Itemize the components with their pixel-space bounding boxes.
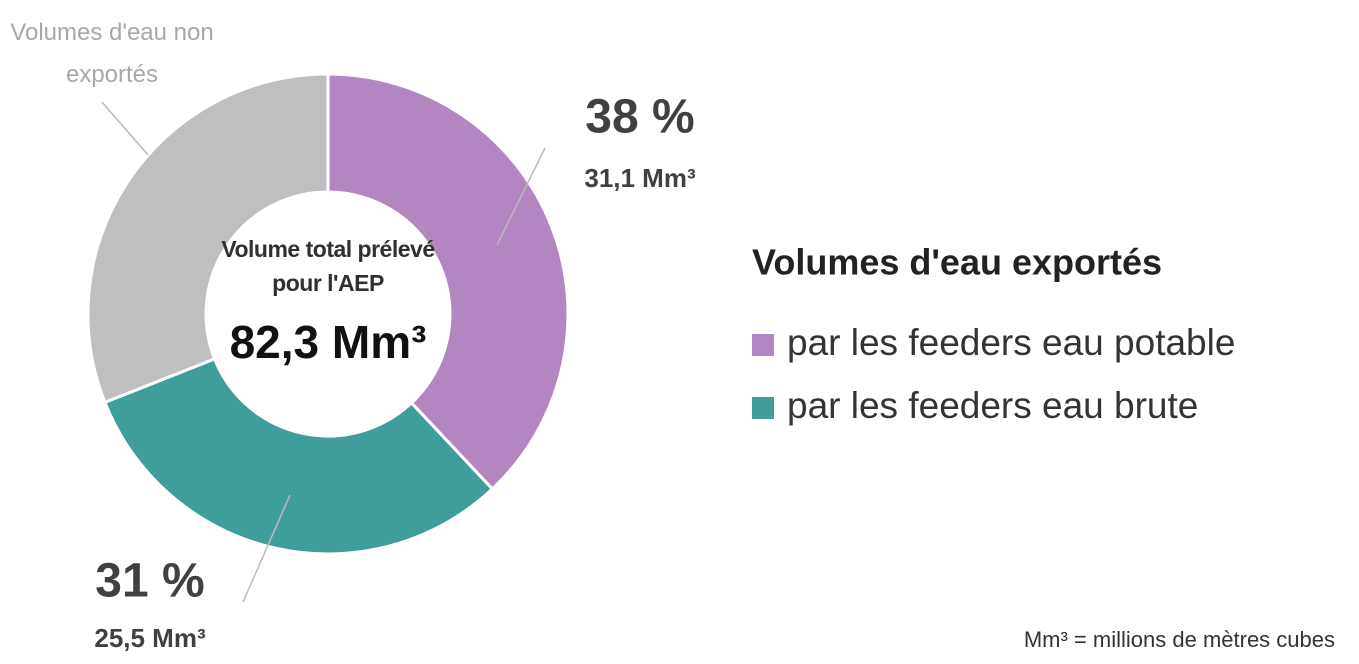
footnote: Mm³ = millions de mètres cubes (1024, 627, 1335, 652)
legend-swatch (752, 334, 774, 356)
slice-volume-label: 25,5 Mm³ (94, 623, 206, 653)
donut-slice (102, 356, 495, 556)
slice-volume-label: 31,1 Mm³ (584, 163, 696, 193)
leader-line (496, 147, 546, 246)
leader-line (242, 494, 291, 603)
legend-label: par les feeders eau potable (787, 322, 1235, 363)
slice-value-label: 31 % (95, 555, 204, 608)
center-title: Volume total prélevé pour l'AEP (221, 236, 435, 296)
slice-value-label: 38 % (585, 91, 694, 144)
center-total: 82,3 Mm³ (230, 316, 427, 368)
donut-slice (326, 72, 570, 492)
slice-label: Volumes d'eau non exportés (10, 19, 214, 88)
legend-swatch (752, 397, 774, 419)
legend-label: par les feeders eau brute (787, 385, 1198, 426)
legend-title: Volumes d'eau exportés (752, 242, 1162, 283)
leader-line (101, 101, 149, 156)
donut-slice (86, 72, 330, 405)
